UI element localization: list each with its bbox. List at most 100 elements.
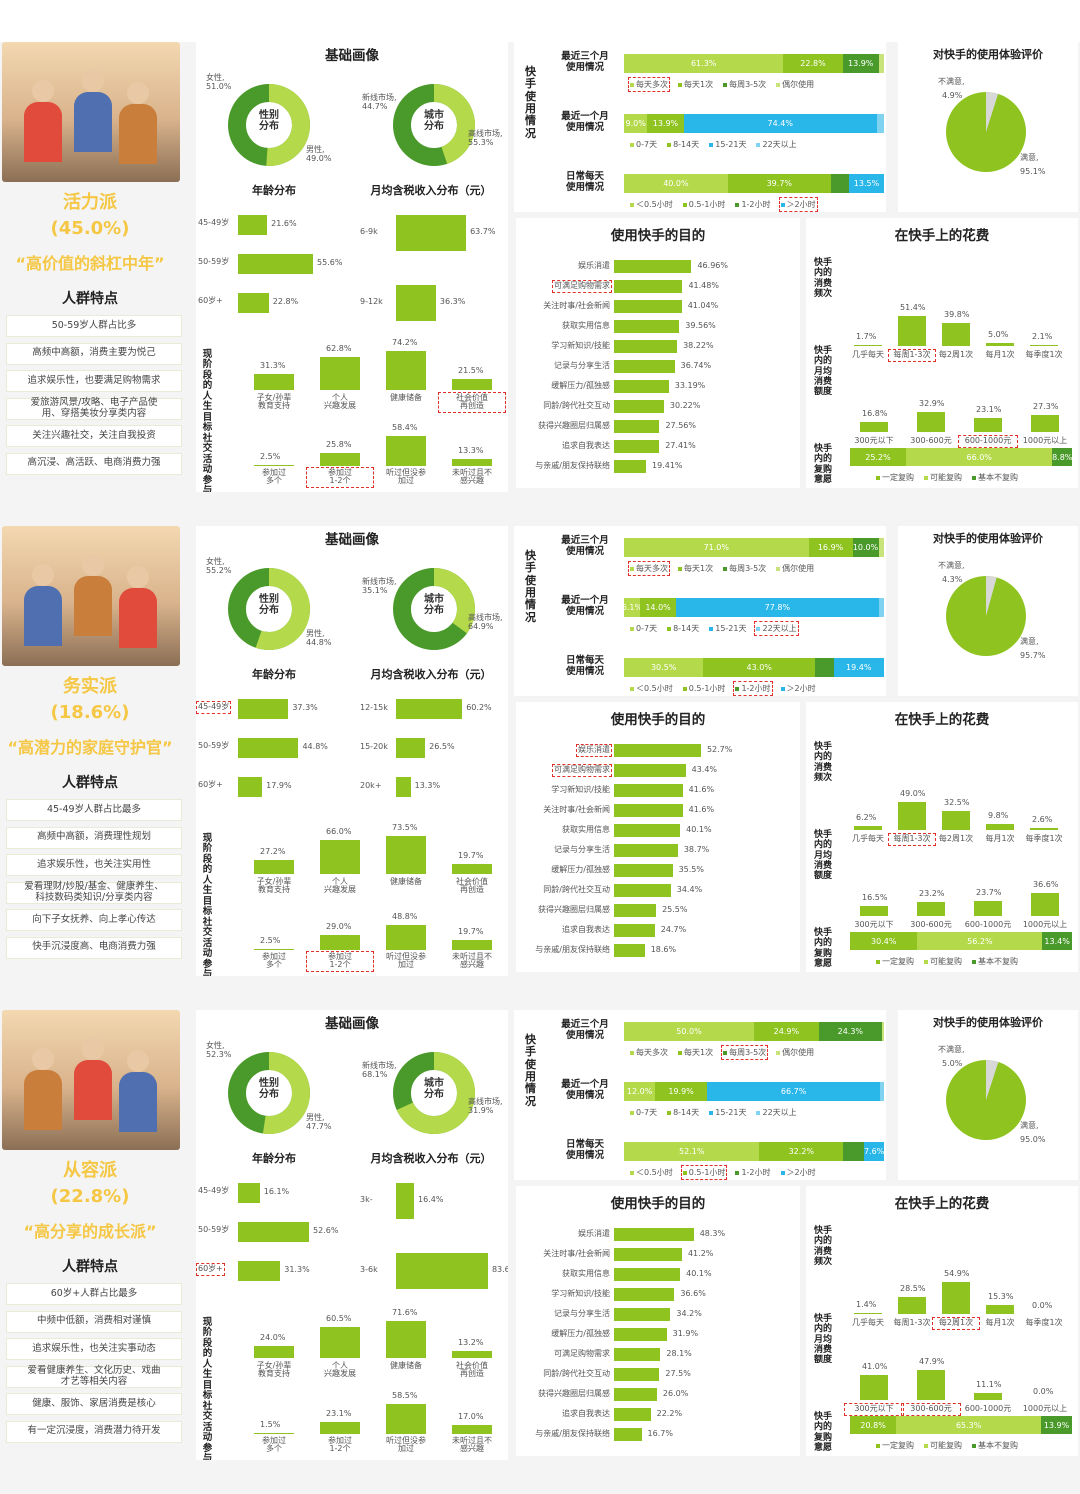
purpose-label: 获得兴趣圈层归属感 bbox=[538, 1389, 610, 1398]
social-value: 1.5% bbox=[260, 1420, 281, 1430]
person-head bbox=[82, 554, 104, 576]
purpose-label: 可满足购物需求 bbox=[552, 764, 612, 777]
usage-legend: ＜0.5小时 0.5-1小时 1-2小时 ＞2小时 bbox=[630, 681, 816, 696]
usage-segment-label: 77.8% bbox=[764, 603, 791, 612]
usage-vertical-title: 快手使用情况 bbox=[525, 549, 536, 624]
repurchase-segment: 30.4% bbox=[850, 932, 918, 950]
legend-text: 8-14天 bbox=[673, 1108, 700, 1117]
age-label: 50-59岁 bbox=[198, 741, 230, 750]
eval-unsatisfied-value: 5.0% bbox=[942, 1059, 963, 1068]
legend-item: 22天以上 bbox=[756, 1107, 797, 1118]
persona-photo bbox=[2, 526, 180, 666]
legend-text: 15-21天 bbox=[715, 1108, 747, 1117]
income-bar bbox=[396, 1183, 415, 1219]
purpose-value: 36.6% bbox=[680, 1289, 706, 1298]
eval-unsatisfied-label: 不满意, bbox=[938, 561, 965, 570]
legend-text: 0.5-1小时 bbox=[688, 200, 726, 209]
legend-text: 22天以上 bbox=[762, 624, 797, 633]
goal-value: 74.2% bbox=[392, 338, 418, 348]
purpose-label: 缓解压力/孤独感 bbox=[551, 1329, 610, 1338]
age-value: 44.8% bbox=[302, 742, 328, 751]
persona-photo bbox=[2, 1010, 180, 1150]
purpose-card: 使用快手的目的 娱乐消遣 48.3% 关注时事/社会新闻 41.2% 获取实用信息 40.1… bbox=[516, 1186, 800, 1456]
legend-swatch bbox=[756, 142, 761, 147]
legend-swatch bbox=[924, 1443, 928, 1448]
freq-category: 每周1-3次 bbox=[893, 1318, 931, 1327]
freq-category: 每2周1次 bbox=[938, 834, 974, 843]
purpose-title: 使用快手的目的 bbox=[610, 712, 706, 728]
usage-segment: 66.7% bbox=[706, 1082, 881, 1101]
income-value: 60.2% bbox=[466, 703, 492, 712]
usage-segment: 19.9% bbox=[655, 1082, 707, 1101]
goal-bar bbox=[386, 351, 426, 390]
amount-value: 23.1% bbox=[976, 404, 1002, 414]
eval-satisfied-value: 95.7% bbox=[1020, 651, 1046, 660]
freq-value: 32.5% bbox=[944, 798, 970, 808]
purpose-bar bbox=[614, 784, 683, 797]
usage-segment-label: 10.0% bbox=[852, 543, 879, 552]
usage-legend: ＜0.5小时 0.5-1小时 1-2小时 ＞2小时 bbox=[630, 197, 818, 212]
legend-text: 8-14天 bbox=[673, 624, 700, 633]
purpose-label: 获得兴趣圈层归属感 bbox=[538, 905, 610, 914]
purpose-value: 40.1% bbox=[686, 825, 712, 834]
social-bar bbox=[452, 939, 492, 950]
gender-donut bbox=[228, 568, 310, 650]
usage-legend: 0-7天 8-14天 15-21天 22天以上 bbox=[630, 621, 799, 636]
legend-item: 8-14天 bbox=[667, 1107, 699, 1118]
person-head bbox=[32, 564, 54, 586]
repurchase-segment: 25.2% bbox=[850, 448, 906, 466]
feature-item: 中频中低额，消费相对谨慎 bbox=[6, 1310, 182, 1333]
goal-row-label: 现阶 段的 人生 目标 bbox=[202, 349, 213, 434]
person-head bbox=[127, 82, 149, 104]
usage-segment: 10.0% bbox=[852, 538, 879, 557]
purpose-value: 27.5% bbox=[665, 1369, 691, 1378]
usage-segment bbox=[843, 1142, 865, 1161]
age-title: 年龄分布 bbox=[252, 668, 296, 681]
goal-value: 21.5% bbox=[458, 365, 484, 375]
usage-segment bbox=[880, 1082, 884, 1101]
goal-category: 健康储备 bbox=[390, 393, 422, 402]
legend-text: 0-7天 bbox=[636, 1108, 658, 1117]
usage-segment-label: 40.0% bbox=[663, 179, 689, 188]
freq-bar bbox=[898, 801, 926, 830]
legend-text: 偶尔使用 bbox=[782, 80, 815, 89]
purpose-card: 使用快手的目的 娱乐消遣 52.7% 可满足购物需求 43.4% 学习新知识/技能 41.6… bbox=[516, 702, 800, 972]
freq-category: 每季度1次 bbox=[1025, 1318, 1063, 1327]
purpose-bar bbox=[614, 340, 678, 353]
goal-category: 健康储备 bbox=[390, 877, 422, 886]
gender-center-label: 性别 分布 bbox=[259, 110, 279, 132]
legend-item: 每天1次 bbox=[678, 563, 713, 574]
feature-item: 50-59岁人群占比多 bbox=[6, 315, 182, 337]
legend-swatch bbox=[972, 475, 976, 480]
purpose-value: 38.7% bbox=[683, 845, 710, 854]
goal-row-label: 现阶 段的 人生 目标 bbox=[202, 1317, 213, 1402]
usage-row-label: 日常每天 使用情况 bbox=[565, 655, 604, 677]
city-center-label: 城市 分布 bbox=[424, 1078, 444, 1100]
persona-name: 务实派 bbox=[63, 676, 117, 697]
satisfaction-pie bbox=[946, 576, 1026, 656]
usage-segment-label: 16.9% bbox=[817, 543, 844, 552]
usage-segment: 13.5% bbox=[848, 174, 884, 193]
gender-female: 女性, 55.2% bbox=[206, 557, 232, 575]
purpose-label: 记录与分享生活 bbox=[554, 845, 610, 854]
usage-segment: 7.6% bbox=[864, 1142, 884, 1161]
amount-value: 16.5% bbox=[862, 892, 888, 902]
legend-item: 每天1次 bbox=[678, 79, 713, 90]
freq-value: 1.4% bbox=[856, 1300, 877, 1310]
purpose-value: 26.0% bbox=[662, 1389, 689, 1398]
age-label: 60岁+ bbox=[198, 296, 223, 305]
purpose-label: 记录与分享生活 bbox=[554, 1309, 610, 1318]
spend-card: 在快手上的花费 快手 内的 消费 频次 1.7% 几乎每天 51.4% 每周1-3次 39.… bbox=[806, 218, 1078, 488]
amount-value: 47.9% bbox=[919, 1357, 945, 1367]
freq-bar bbox=[854, 1313, 882, 1314]
spend-title: 在快手上的花费 bbox=[894, 228, 990, 244]
social-category: 参加过 1-2个 bbox=[306, 951, 374, 972]
freq-bar bbox=[854, 826, 882, 830]
gender-male: 男性, 47.7% bbox=[306, 1113, 332, 1131]
usage-stack: 52.1% 32.2% 7.6% bbox=[624, 1142, 884, 1161]
legend-swatch bbox=[678, 82, 682, 87]
usage-stack: 61.3% 22.8% 13.9% bbox=[624, 54, 884, 73]
legend-swatch bbox=[630, 1050, 634, 1055]
pie-unsatisfied bbox=[986, 576, 997, 616]
usage-segment-label: 13.9% bbox=[652, 119, 679, 128]
